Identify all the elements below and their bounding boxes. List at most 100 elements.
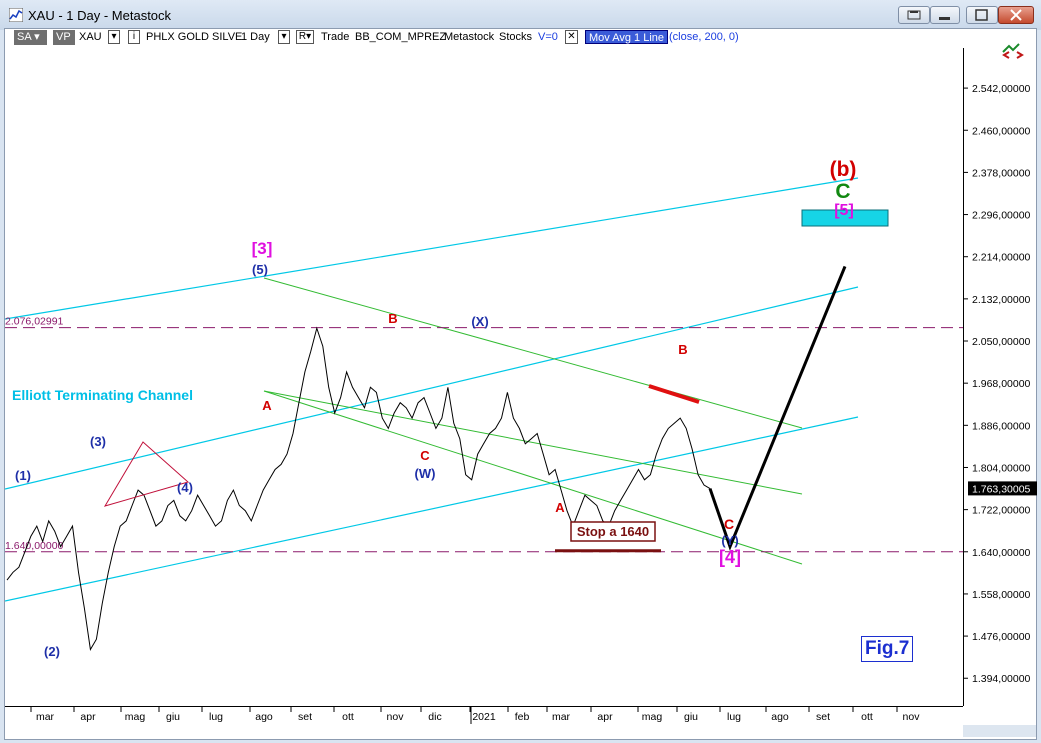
last-price-tag <box>968 481 1037 496</box>
date-tick-label: ott <box>861 711 873 723</box>
wave-label-blue: (W) <box>415 466 436 481</box>
remove-volume-button[interactable]: ✕ <box>565 30 578 44</box>
wave-label-blue: (1) <box>15 468 31 483</box>
restore-chart-button[interactable] <box>898 6 930 24</box>
window-titlebar: XAU - 1 Day - Metastock <box>0 0 1041 30</box>
date-tick-label: nov <box>903 711 921 723</box>
close-button[interactable] <box>998 6 1034 24</box>
target-zone-box <box>801 209 889 227</box>
security-name: PHLX GOLD SILVE <box>146 31 243 43</box>
price-tick-label: 1.558,00000 <box>972 589 1031 601</box>
wave-label-red: A <box>555 500 565 515</box>
date-tick-label: 2021 <box>472 711 496 723</box>
wave-label-red: A <box>262 398 272 413</box>
channel-label: Elliott Terminating Channel <box>12 387 193 403</box>
stop-label: Stop a 1640 <box>577 524 649 539</box>
price-tick-label: 1.968,00000 <box>972 378 1031 390</box>
price-tick-label: 2.460,00000 <box>972 125 1031 137</box>
price-tick-label: 2.296,00000 <box>972 210 1031 222</box>
elliott-channel-line <box>4 286 859 490</box>
date-tick-label: apr <box>597 711 613 723</box>
symbol-info-button[interactable]: i <box>128 30 140 44</box>
price-tick-label: 2.132,00000 <box>972 294 1031 306</box>
date-axis: mar apr mag giu lug ago set ott nov dic 2021 feb mar… <box>5 706 963 724</box>
wave-label-blue: (5) <box>252 262 268 277</box>
window-title: XAU - 1 Day - Metastock <box>28 8 172 23</box>
price-tick-label: 2.050,00000 <box>972 336 1031 348</box>
restore-window-icon <box>975 9 988 21</box>
horizontal-scrollbar[interactable] <box>963 725 1036 737</box>
date-tick-label: mar <box>552 711 571 723</box>
wave-label-red: C <box>724 516 734 532</box>
date-tick-label: ago <box>771 711 789 723</box>
crosshair-tool-icon[interactable] <box>1000 38 1028 60</box>
price-tick-label: 1.804,00000 <box>972 462 1031 474</box>
source-label: Metastock <box>444 31 495 43</box>
wave-label-blue: (X) <box>471 314 488 329</box>
date-tick-label: mar <box>36 711 55 723</box>
wave-label-magenta: [4] <box>719 547 741 567</box>
price-tick-label: 2.378,00000 <box>972 167 1031 179</box>
chart-window <box>4 28 1037 740</box>
indicator-params: (close, 200, 0) <box>669 31 739 43</box>
price-tick-label: 1.394,00000 <box>972 673 1031 685</box>
r-dropdown[interactable]: R▾ <box>296 30 314 44</box>
minimize-button[interactable] <box>930 6 960 24</box>
elliott-channel-line <box>4 177 859 320</box>
plot-area[interactable]: 2.076,02991 1.640,00000 (1) (2) (3) (4) [3] (5)… <box>4 48 963 706</box>
stop-label-box <box>570 521 656 542</box>
price-tick-label: 2.214,00000 <box>972 252 1031 264</box>
trend-channel-line <box>263 390 803 495</box>
period-label: 1 Day <box>241 31 270 43</box>
trade-label[interactable]: Trade <box>321 31 350 43</box>
date-tick-label: mag <box>125 711 146 723</box>
price-tick-label: 1.476,00000 <box>972 631 1031 643</box>
date-tick-label: set <box>298 711 312 723</box>
wave-label-magenta: [5] <box>834 202 854 219</box>
wave-label-blue: (4) <box>177 480 193 495</box>
minimize-icon <box>939 17 950 20</box>
wave-label-green: C <box>835 180 850 203</box>
wave-label-blue: (2) <box>44 644 60 659</box>
price-tick-label: 1.886,00000 <box>972 420 1031 432</box>
sa-label: SA <box>17 31 32 43</box>
moving-average-indicator[interactable]: Mov Avg 1 Line <box>585 30 669 44</box>
symbol-label: XAU <box>79 31 102 43</box>
price-series-line <box>6 326 711 651</box>
date-axis-svg: mar apr mag giu lug ago set ott nov dic 2021 feb mar… <box>30 707 921 724</box>
symbol-dropdown[interactable]: ▾ <box>108 30 120 44</box>
restore-icon <box>907 10 921 20</box>
r-label: R <box>298 31 307 42</box>
restore-button[interactable] <box>966 6 998 24</box>
trend-channel-line <box>263 277 803 429</box>
date-tick-label: giu <box>166 711 180 723</box>
price-chart: 2.076,02991 1.640,00000 (1) (2) (3) (4) [3] (5)… <box>4 158 963 659</box>
price-tick-label: 2.542,00000 <box>972 83 1031 95</box>
triangle-pattern <box>103 441 190 507</box>
strategy-label[interactable]: BB_COM_MPREZ <box>355 31 447 43</box>
date-tick-label: nov <box>387 711 405 723</box>
sa-button[interactable]: SA ▾ <box>14 30 47 45</box>
wave-label-red: B <box>678 342 687 357</box>
price-axis-svg: 1.394,00000 1.476,00000 1.558,00000 1.640,0… <box>964 83 1037 685</box>
figure-label: Fig.7 <box>861 636 914 662</box>
price-tick-label: 1.722,00000 <box>972 505 1031 517</box>
stocks-label: Stocks <box>499 31 533 43</box>
horizontal-level-label: 1.640,00000 <box>5 540 64 552</box>
b-wave-trendline <box>648 384 700 404</box>
wave-label-blue: (3) <box>90 434 106 449</box>
projection-line <box>708 265 847 551</box>
wave-label-red: (b) <box>830 158 857 181</box>
wave-label-red: B <box>388 311 397 326</box>
period-dropdown[interactable]: ▾ <box>278 30 290 44</box>
date-tick-label: feb <box>515 711 530 723</box>
horizontal-level-label: 2.076,02991 <box>5 316 64 328</box>
close-icon <box>1010 9 1022 21</box>
date-tick-label: set <box>816 711 830 723</box>
chart-app-icon <box>9 8 23 22</box>
chart-toolbar: SA ▾ VP XAU ▾ i PHLX GOLD SILVE 1 Day ▾ … <box>5 29 963 48</box>
date-tick-label: lug <box>209 711 223 723</box>
date-tick-label: apr <box>80 711 96 723</box>
date-tick-label: dic <box>428 711 441 723</box>
vp-button[interactable]: VP <box>53 30 75 45</box>
